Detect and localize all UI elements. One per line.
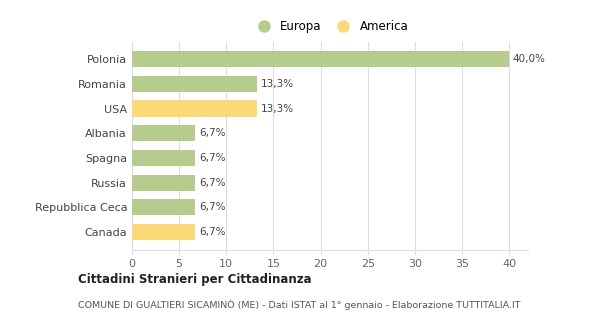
Text: COMUNE DI GUALTIERI SICAMINÒ (ME) - Dati ISTAT al 1° gennaio - Elaborazione TUTT: COMUNE DI GUALTIERI SICAMINÒ (ME) - Dati… [78, 299, 521, 310]
Bar [132, 224, 195, 240]
Bar [132, 100, 257, 116]
Bar [132, 125, 195, 141]
Text: 6,7%: 6,7% [199, 128, 226, 138]
Bar [132, 175, 195, 191]
Text: 40,0%: 40,0% [513, 54, 546, 64]
Bar [132, 150, 195, 166]
Text: 6,7%: 6,7% [199, 178, 226, 188]
Text: 13,3%: 13,3% [261, 104, 294, 114]
Text: 6,7%: 6,7% [199, 153, 226, 163]
Legend: Europa, America: Europa, America [248, 16, 412, 36]
Bar [132, 51, 509, 67]
Text: 6,7%: 6,7% [199, 227, 226, 237]
Bar [132, 76, 257, 92]
Text: 6,7%: 6,7% [199, 202, 226, 212]
Text: Cittadini Stranieri per Cittadinanza: Cittadini Stranieri per Cittadinanza [78, 273, 311, 286]
Bar [132, 199, 195, 215]
Text: 13,3%: 13,3% [261, 79, 294, 89]
